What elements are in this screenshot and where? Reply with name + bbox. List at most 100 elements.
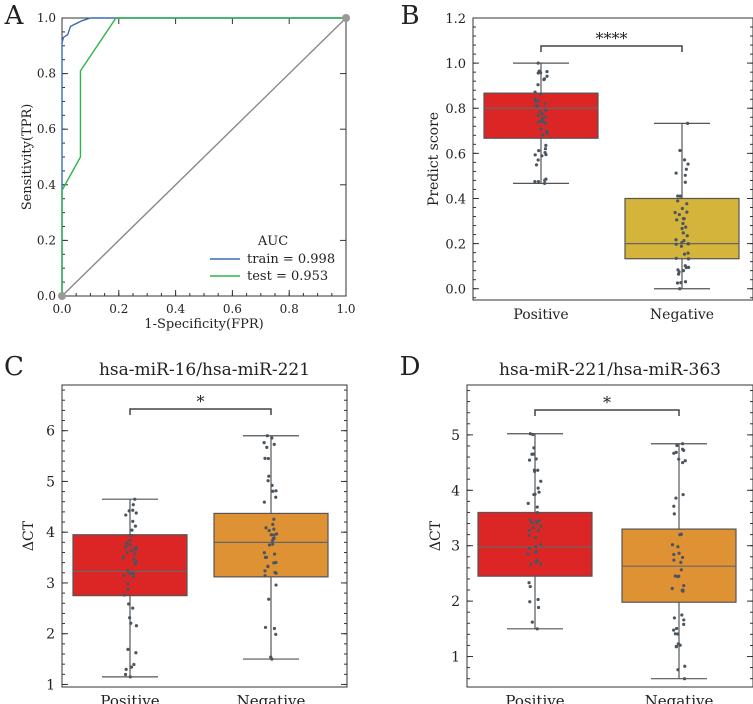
roc-y-axis-label: Sensitivity(TPR)	[20, 104, 35, 211]
panel-d-swarm-point	[536, 528, 541, 533]
panel-d-y-tick-label: 2	[451, 594, 460, 610]
panel-c-swarm-point	[274, 495, 278, 499]
panel-d-swarm-point	[672, 616, 677, 620]
panel-d-swarm-point	[676, 632, 680, 636]
panel-d-swarm-point	[530, 620, 534, 624]
panel-c-swarm-point	[133, 524, 138, 528]
panel-b-box-0	[483, 92, 599, 139]
panel-c-swarm-point	[127, 509, 131, 513]
panel-d-swarm-point	[677, 457, 681, 461]
panel-c-swarm-point	[122, 573, 126, 578]
panel-d-swarm-point	[681, 493, 685, 497]
panel-c-swarm-point	[125, 550, 129, 554]
panel-b-swarm-point	[681, 231, 685, 235]
panel-c-swarm-point	[131, 575, 135, 579]
panel-d-swarm-point	[676, 575, 680, 579]
panel-d-box-0	[477, 511, 593, 577]
panel-d-swarm-point	[539, 524, 543, 528]
panel-d-swarm-point	[532, 468, 536, 472]
panel-b-swarm-point	[543, 121, 547, 126]
panel-d-swarm-point	[533, 536, 538, 540]
panel-d-swarm-point	[681, 460, 685, 465]
panel-c-swarm-point	[274, 632, 278, 636]
panel-c-swarm-point	[267, 474, 271, 478]
panel-b-swarm-point	[533, 97, 537, 101]
panel-c-swarm-point	[269, 533, 273, 537]
panel-c-swarm-point	[270, 538, 275, 543]
panel-b-swarm-point	[684, 225, 688, 229]
panel-d-swarm-point	[537, 490, 541, 494]
panel-d-swarm-point	[534, 545, 538, 549]
panel-b-swarm-point	[544, 115, 548, 120]
roc-legend-title: AUC	[257, 234, 288, 249]
panel-b-swarm-point	[674, 238, 678, 242]
panel-b-swarm-point	[683, 180, 687, 184]
panel-c-swarm-point	[126, 568, 130, 573]
panel-b-swarm-point	[542, 78, 546, 82]
panel-b-swarm-point	[545, 69, 549, 74]
panel-d-swarm-point	[683, 664, 687, 668]
panel-letter-C: C	[4, 352, 24, 382]
panel-b-swarm-point	[686, 257, 691, 261]
roc-x-tick-label: 0.6	[223, 302, 242, 316]
panel-d-swarm-point	[531, 432, 535, 437]
panel-b-swarm-point	[539, 92, 543, 97]
panel-b-swarm-point	[673, 210, 677, 215]
panel-d-swarm-point	[680, 442, 685, 446]
panel-d-swarm-point	[535, 510, 539, 515]
panel-b-swarm-point	[544, 143, 548, 147]
panel-d-y-tick-label: 3	[451, 539, 460, 555]
panel-d-swarm-point	[682, 622, 686, 626]
roc-diagonal-start-dot	[58, 292, 66, 300]
panel-b-swarm-point	[543, 181, 547, 185]
panel-b-swarm-point	[680, 226, 684, 231]
panel-b-swarm-point	[544, 108, 548, 112]
roc-diagonal-end-dot	[342, 14, 350, 22]
panel-b-swarm-point	[535, 104, 540, 108]
panel-b-swarm-point	[536, 180, 541, 184]
panel-c-swarm-point	[128, 543, 132, 547]
panel-c-swarm-point	[272, 536, 276, 540]
panel-b-swarm-point	[681, 269, 686, 273]
panel-c-swarm-point	[123, 545, 128, 549]
panel-b-swarm-point	[683, 173, 687, 177]
panel-d-swarm-point	[529, 562, 533, 566]
panel-b-swarm-point	[675, 218, 679, 222]
panel-b-swarm-point	[679, 244, 684, 248]
panel-d-swarm-point	[526, 552, 530, 556]
panel-c-swarm-point	[262, 441, 266, 445]
panel-b-swarm-point	[533, 90, 537, 94]
panel-b-swarm-point	[676, 194, 680, 198]
panel-d-swarm-point	[536, 605, 541, 610]
roc-y-tick-label: 0.0	[37, 289, 56, 303]
panel-c-swarm-point	[267, 528, 271, 533]
panel-d-swarm-point	[682, 584, 686, 588]
panel-d-swarm-point	[676, 545, 680, 549]
panel-d-swarm-point	[536, 486, 540, 490]
panel-b-swarm-point	[536, 158, 540, 162]
panel-c-title: hsa-miR-16/hsa-miR-221	[99, 360, 310, 380]
panel-b-swarm-point	[682, 158, 687, 162]
panel-c-swarm-point	[270, 436, 274, 440]
panel-d-swarm-point	[528, 518, 532, 522]
panel-b-x-tick-label-1: Negative	[650, 307, 714, 323]
panel-d-y-tick-label: 5	[451, 428, 460, 444]
panel-c-swarm-point	[274, 532, 279, 536]
panel-b-swarm-point	[674, 256, 678, 260]
panel-c-swarm-point	[266, 479, 270, 483]
roc-series-line-1	[61, 17, 346, 296]
panel-d-swarm-point	[537, 519, 541, 523]
panel-d-title: hsa-miR-221/hsa-miR-363	[499, 360, 721, 380]
panel-b-y-tick-label: 1.2	[445, 12, 466, 27]
panel-c-swarm-point	[273, 570, 277, 575]
panel-b-swarm-point	[678, 148, 682, 153]
panel-c-swarm-point	[126, 587, 130, 591]
panel-c-swarm-point	[132, 662, 136, 667]
panel-c-swarm-point	[129, 665, 134, 669]
panel-d-swarm-point	[675, 443, 679, 448]
panel-c-swarm-point	[134, 511, 138, 515]
panel-b-swarm-point	[540, 116, 544, 120]
panel-b-swarm-point	[678, 194, 682, 198]
panel-b-swarm-point	[676, 199, 680, 203]
panel-b-y-tick-label: 0.2	[445, 238, 466, 253]
